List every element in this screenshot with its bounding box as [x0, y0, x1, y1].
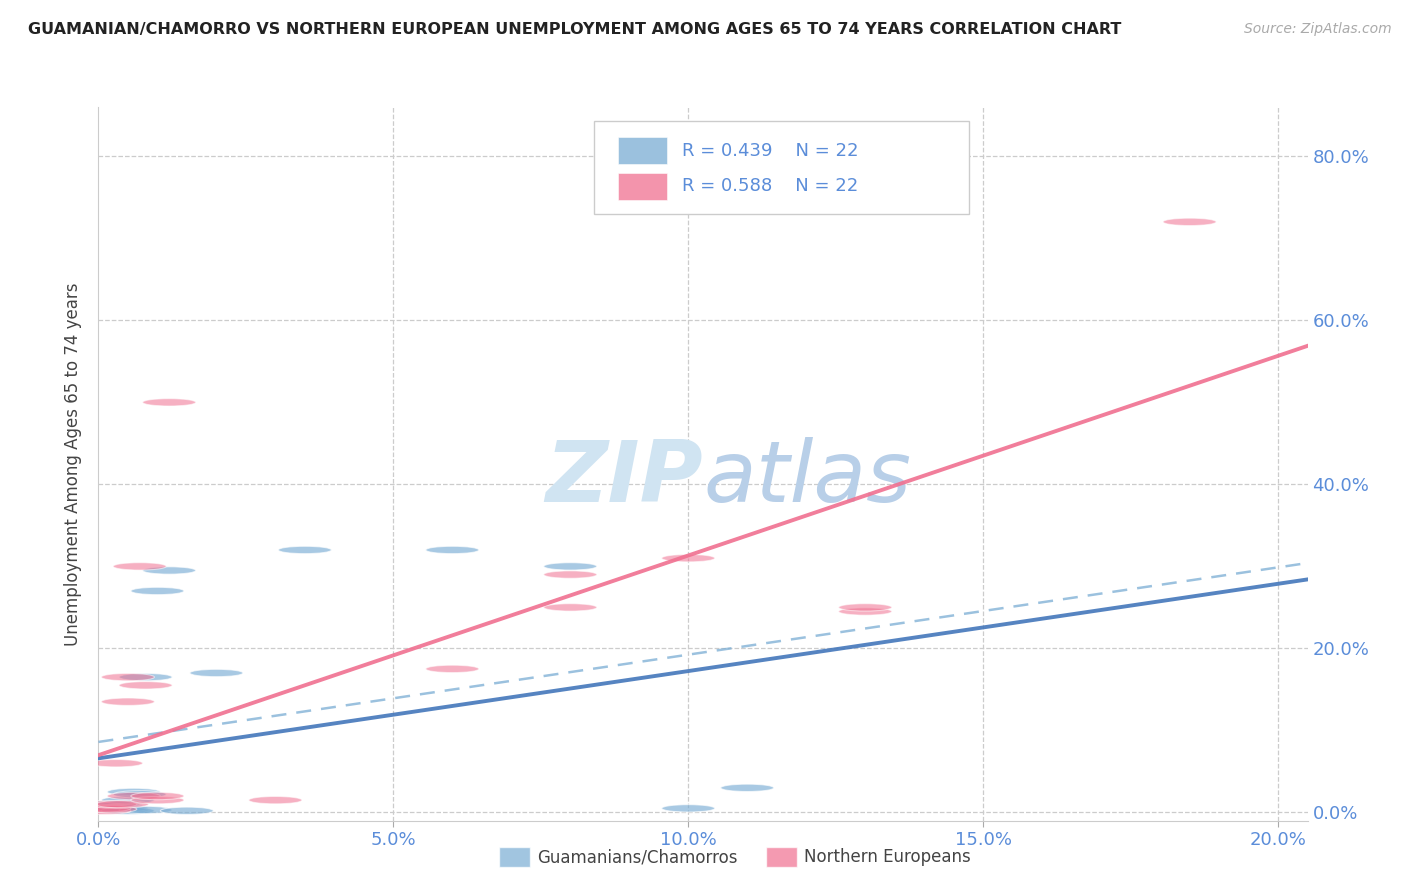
Circle shape	[90, 805, 142, 812]
Text: Source: ZipAtlas.com: Source: ZipAtlas.com	[1244, 22, 1392, 37]
Circle shape	[101, 807, 155, 814]
Circle shape	[84, 805, 136, 813]
Circle shape	[112, 790, 166, 798]
Circle shape	[101, 673, 155, 681]
Circle shape	[544, 571, 596, 578]
Text: R = 0.588    N = 22: R = 0.588 N = 22	[682, 178, 859, 195]
Circle shape	[131, 797, 184, 804]
Circle shape	[544, 563, 596, 570]
Circle shape	[1163, 219, 1216, 226]
Circle shape	[90, 759, 142, 767]
Circle shape	[77, 805, 131, 812]
Text: atlas: atlas	[703, 436, 911, 520]
Circle shape	[249, 797, 302, 804]
Circle shape	[662, 555, 714, 562]
Circle shape	[96, 806, 149, 814]
Circle shape	[131, 792, 184, 800]
Circle shape	[84, 800, 136, 808]
Text: R = 0.439    N = 22: R = 0.439 N = 22	[682, 142, 859, 160]
Text: Northern Europeans: Northern Europeans	[804, 848, 972, 866]
Circle shape	[838, 604, 891, 611]
Text: ZIP: ZIP	[546, 436, 703, 520]
Circle shape	[101, 797, 155, 804]
Circle shape	[190, 669, 243, 677]
Circle shape	[77, 805, 131, 812]
Circle shape	[90, 802, 142, 810]
Circle shape	[662, 805, 714, 812]
Circle shape	[77, 807, 131, 814]
Circle shape	[721, 784, 773, 791]
FancyBboxPatch shape	[595, 121, 969, 214]
Circle shape	[96, 805, 149, 812]
Circle shape	[142, 566, 195, 574]
Circle shape	[544, 604, 596, 611]
FancyBboxPatch shape	[619, 137, 666, 164]
Circle shape	[107, 792, 160, 800]
Circle shape	[101, 698, 155, 706]
Circle shape	[120, 681, 172, 689]
Circle shape	[426, 546, 479, 554]
Circle shape	[131, 587, 184, 595]
Y-axis label: Unemployment Among Ages 65 to 74 years: Unemployment Among Ages 65 to 74 years	[65, 282, 83, 646]
Circle shape	[838, 607, 891, 615]
Circle shape	[84, 806, 136, 814]
Circle shape	[142, 399, 195, 406]
Circle shape	[84, 800, 136, 808]
FancyBboxPatch shape	[619, 173, 666, 200]
Circle shape	[160, 807, 214, 814]
Circle shape	[120, 806, 172, 814]
Text: GUAMANIAN/CHAMORRO VS NORTHERN EUROPEAN UNEMPLOYMENT AMONG AGES 65 TO 74 YEARS C: GUAMANIAN/CHAMORRO VS NORTHERN EUROPEAN …	[28, 22, 1122, 37]
Text: Guamanians/Chamorros: Guamanians/Chamorros	[537, 848, 738, 866]
Circle shape	[278, 546, 332, 554]
Circle shape	[107, 789, 160, 796]
Circle shape	[96, 800, 149, 808]
Circle shape	[120, 673, 172, 681]
Circle shape	[426, 665, 479, 673]
Circle shape	[112, 563, 166, 570]
